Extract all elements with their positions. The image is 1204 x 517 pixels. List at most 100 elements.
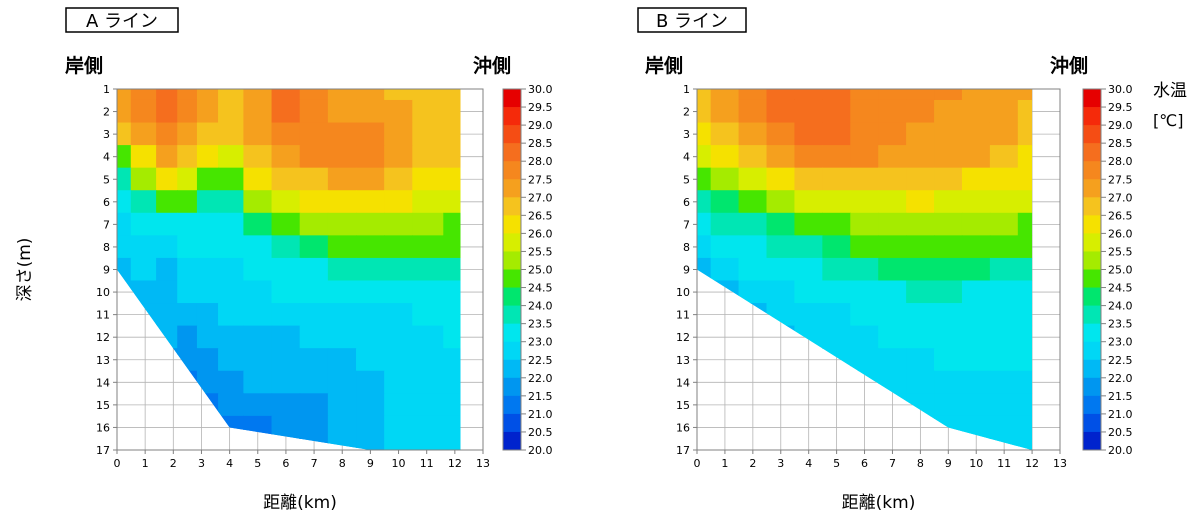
temperature-cell <box>1017 325 1033 349</box>
temperature-cell <box>989 280 1019 304</box>
temperature-cell <box>961 99 991 124</box>
colorbar-swatch <box>503 125 521 144</box>
temperature-cell <box>1017 122 1033 146</box>
temperature-cell <box>327 99 357 124</box>
temperature-cell <box>934 257 963 282</box>
temperature-cell <box>906 280 935 304</box>
chart-b-line: 0 1 2 3 4 5 6 7 8 9 10 11 12 131234567891011121314151… <box>637 7 1088 513</box>
temperature-cell <box>443 280 461 304</box>
temperature-cell <box>697 89 712 101</box>
temperature-cell <box>989 190 1019 214</box>
temperature-cell <box>794 122 823 146</box>
temperature-cell <box>356 280 385 304</box>
temperature-cell <box>218 235 244 259</box>
temperature-cell <box>906 145 935 169</box>
temperature-cell <box>850 303 879 327</box>
colorbar-swatch <box>503 215 521 234</box>
temperature-cell <box>906 167 935 191</box>
y-tick-label: 11 <box>96 309 110 322</box>
temperature-cell <box>961 145 991 169</box>
temperature-cell <box>218 348 244 372</box>
temperature-cell <box>443 393 461 417</box>
temperature-cell <box>196 348 219 372</box>
temperature-cell <box>243 325 273 349</box>
chart-a-line: 0 1 2 3 4 5 6 7 8 9 10 11 12 131234567891011121314151… <box>15 7 511 513</box>
temperature-cell <box>327 212 357 236</box>
temperature-cell <box>177 122 198 146</box>
y-tick-label: 16 <box>96 421 110 434</box>
temperature-cell <box>356 99 385 124</box>
temperature-cell <box>906 212 935 236</box>
temperature-cell <box>327 370 357 394</box>
temperature-cell <box>196 212 219 236</box>
colorbar-tick-label: 22.0 <box>1108 372 1133 385</box>
temperature-cell <box>794 99 823 124</box>
temperature-cell <box>1017 167 1033 191</box>
colorbar-swatch <box>503 341 521 361</box>
temperature-cell <box>356 370 385 394</box>
temperature-cell <box>271 235 301 259</box>
colorbar-swatch <box>503 143 521 162</box>
temperature-cell <box>906 257 935 282</box>
temperature-cell <box>822 190 851 214</box>
y-axis-label: 深さ(m) <box>15 238 35 302</box>
temperature-cell <box>961 122 991 146</box>
temperature-cell <box>1017 438 1033 450</box>
temperature-cell <box>356 303 385 327</box>
temperature-cell <box>989 167 1019 191</box>
colorbar-swatch <box>503 179 521 198</box>
y-tick-label: 7 <box>103 218 110 231</box>
temperature-cell <box>243 370 273 394</box>
temperature-cell <box>218 122 244 146</box>
temperature-cell <box>794 190 823 214</box>
colorbar-swatch <box>1083 251 1101 270</box>
temperature-cell <box>989 257 1019 282</box>
temperature-cell <box>271 325 301 349</box>
y-tick-label: 6 <box>103 196 110 209</box>
colorbar-swatch <box>503 377 521 397</box>
temperature-cell <box>443 190 461 214</box>
temperature-cell <box>766 212 796 236</box>
temperature-cell <box>822 145 851 169</box>
colorbar-tick-label: 28.0 <box>1108 155 1133 168</box>
colorbar-tick-label: 24.0 <box>1108 300 1133 313</box>
temperature-cell <box>961 280 991 304</box>
temperature-cell <box>697 167 712 191</box>
colorbar-swatch <box>503 107 521 126</box>
temperature-cell <box>906 190 935 214</box>
x-tick-label: 12 <box>1025 457 1039 470</box>
temperature-cell <box>850 235 879 259</box>
temperature-cell <box>412 99 444 124</box>
temperature-cell <box>934 348 963 372</box>
temperature-cell <box>766 99 796 124</box>
temperature-cell <box>934 393 963 417</box>
temperature-cell <box>1017 393 1033 417</box>
y-tick-label: 10 <box>676 286 690 299</box>
temperature-cell <box>327 325 357 349</box>
temperature-cell <box>243 122 273 146</box>
shore-side-label: 岸側 <box>65 55 103 77</box>
colorbar-tick-label: 28.5 <box>528 137 553 150</box>
colorbar-swatch <box>1083 89 1101 108</box>
temperature-cell <box>299 415 329 440</box>
temperature-cell <box>822 212 851 236</box>
x-tick-label: 9 <box>945 457 952 470</box>
temperature-cell <box>196 303 219 327</box>
temperature-cell <box>299 122 329 146</box>
temperature-cell <box>850 325 879 349</box>
x-tick-label: 11 <box>420 457 434 470</box>
colorbar-tick-label: 24.5 <box>528 282 553 295</box>
temperature-cell <box>384 212 413 236</box>
temperature-cell <box>850 348 879 372</box>
y-tick-label: 7 <box>683 218 690 231</box>
temperature-cell <box>117 145 132 169</box>
temperature-cell <box>156 89 178 101</box>
colorbar-swatch <box>503 161 521 180</box>
temperature-cell <box>412 438 444 450</box>
x-tick-label: 10 <box>969 457 983 470</box>
temperature-cell <box>218 145 244 169</box>
temperature-cell <box>356 235 385 259</box>
temperature-cell <box>156 257 178 282</box>
temperature-cell <box>271 303 301 327</box>
temperature-cell <box>989 122 1019 146</box>
